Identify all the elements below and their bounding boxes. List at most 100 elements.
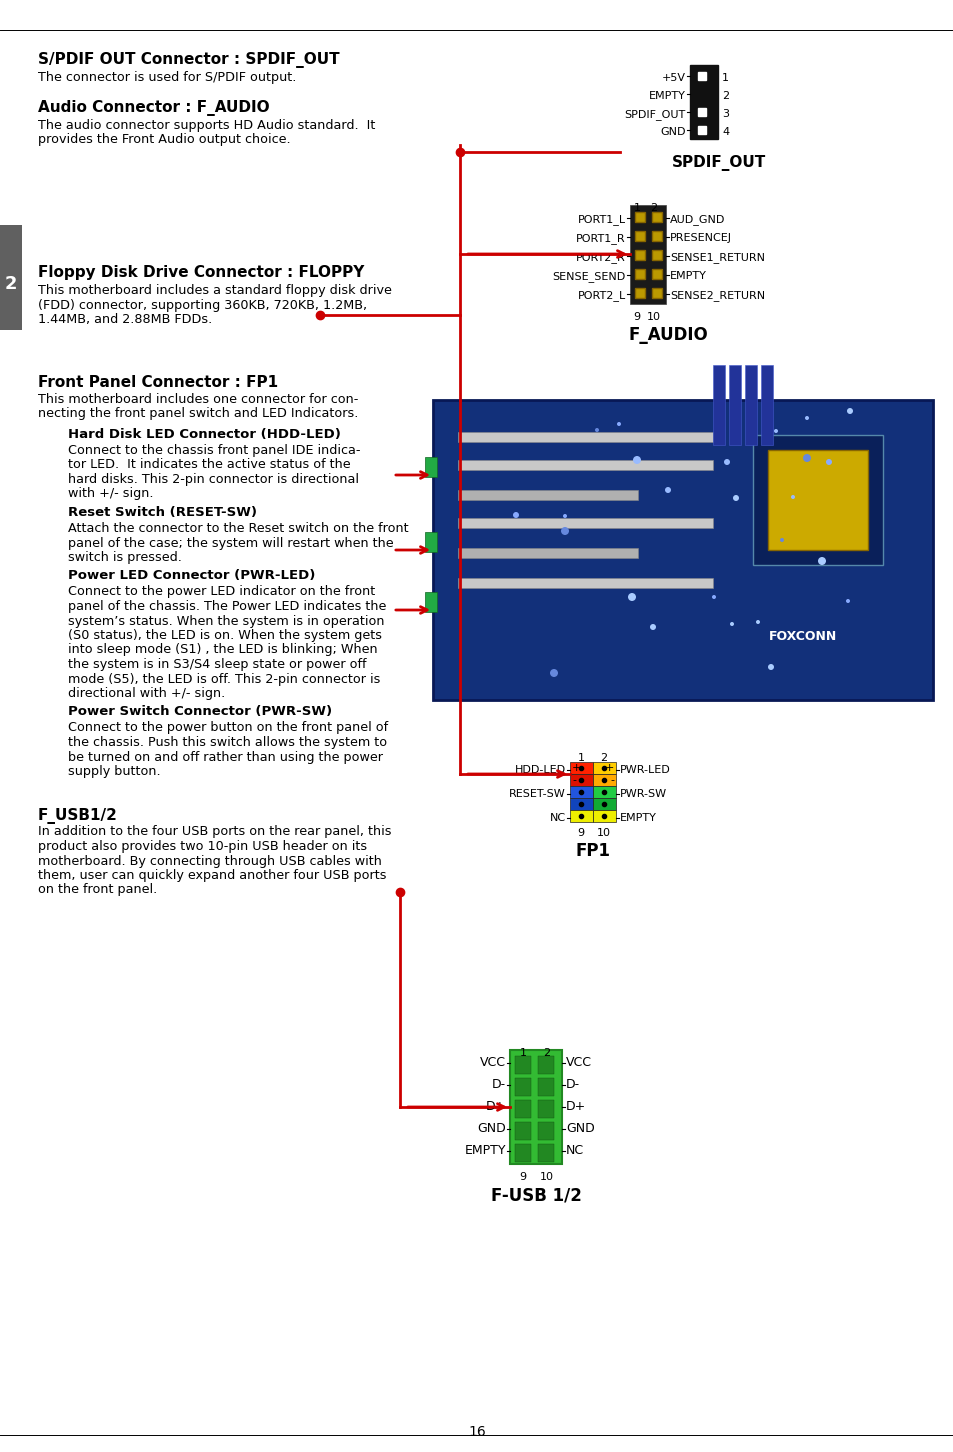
Text: Audio Connector : F_AUDIO: Audio Connector : F_AUDIO: [38, 100, 270, 116]
Text: 2: 2: [650, 203, 657, 213]
Text: The connector is used for S/PDIF output.: The connector is used for S/PDIF output.: [38, 71, 296, 84]
Text: Connect to the power LED indicator on the front: Connect to the power LED indicator on th…: [68, 585, 375, 598]
Text: 2: 2: [543, 1048, 550, 1059]
Text: on the front panel.: on the front panel.: [38, 883, 157, 896]
Bar: [651, 212, 661, 222]
Bar: [537, 1144, 554, 1162]
Bar: [424, 457, 436, 478]
Text: 1: 1: [633, 203, 639, 213]
Text: 1: 1: [577, 754, 584, 762]
Text: Floppy Disk Drive Connector : FLOPPY: Floppy Disk Drive Connector : FLOPPY: [38, 266, 364, 280]
Text: SENSE_SEND: SENSE_SEND: [552, 272, 625, 282]
Bar: [457, 460, 712, 470]
Circle shape: [802, 454, 810, 462]
Text: 10: 10: [646, 312, 660, 322]
Circle shape: [804, 417, 808, 420]
Text: panel of the case; the system will restart when the: panel of the case; the system will resta…: [68, 536, 394, 549]
Circle shape: [755, 620, 760, 624]
Bar: [515, 1056, 531, 1074]
Text: FOXCONN: FOXCONN: [768, 630, 836, 643]
Bar: [569, 762, 593, 774]
Text: Hard Disk LED Connector (HDD-LED): Hard Disk LED Connector (HDD-LED): [68, 428, 340, 441]
Bar: [629, 205, 665, 303]
Text: 9: 9: [518, 1172, 526, 1182]
Text: EMPTY: EMPTY: [648, 91, 685, 102]
Bar: [515, 1122, 531, 1140]
Text: 2: 2: [721, 91, 728, 102]
Text: GND: GND: [659, 126, 685, 136]
Bar: [635, 231, 644, 241]
Text: HDD-LED: HDD-LED: [515, 765, 565, 775]
Text: into sleep mode (S1) , the LED is blinking; When: into sleep mode (S1) , the LED is blinki…: [68, 643, 377, 656]
Bar: [593, 810, 616, 822]
Text: 9: 9: [633, 312, 639, 322]
Circle shape: [723, 459, 729, 465]
Bar: [651, 287, 661, 298]
Text: PWR-SW: PWR-SW: [619, 788, 666, 799]
Text: directional with +/- sign.: directional with +/- sign.: [68, 687, 225, 700]
Text: -: -: [609, 775, 614, 786]
Text: 16: 16: [468, 1424, 485, 1439]
Text: (S0 status), the LED is on. When the system gets: (S0 status), the LED is on. When the sys…: [68, 629, 381, 642]
Text: This motherboard includes a standard floppy disk drive: This motherboard includes a standard flo…: [38, 285, 392, 298]
Text: PORT2_R: PORT2_R: [576, 253, 625, 263]
Text: (FDD) connector, supporting 360KB, 720KB, 1.2MB,: (FDD) connector, supporting 360KB, 720KB…: [38, 299, 367, 312]
Text: GND: GND: [565, 1122, 594, 1135]
Bar: [515, 1077, 531, 1096]
Circle shape: [513, 513, 518, 518]
Text: EMPTY: EMPTY: [669, 272, 706, 282]
Text: In addition to the four USB ports on the rear panel, this: In addition to the four USB ports on the…: [38, 826, 391, 838]
Bar: [457, 433, 712, 441]
Text: Power LED Connector (PWR-LED): Power LED Connector (PWR-LED): [68, 569, 315, 582]
Text: SENSE1_RETURN: SENSE1_RETURN: [669, 253, 764, 263]
Bar: [752, 436, 882, 565]
Text: The audio connector supports HD Audio standard.  It: The audio connector supports HD Audio st…: [38, 119, 375, 132]
Text: F_AUDIO: F_AUDIO: [627, 327, 707, 344]
Text: Power Switch Connector (PWR-SW): Power Switch Connector (PWR-SW): [68, 706, 332, 719]
Bar: [569, 810, 593, 822]
Bar: [635, 269, 644, 279]
Circle shape: [790, 495, 794, 499]
Text: F-USB 1/2: F-USB 1/2: [490, 1186, 580, 1204]
Text: the chassis. Push this switch allows the system to: the chassis. Push this switch allows the…: [68, 736, 387, 749]
Circle shape: [627, 592, 636, 601]
Circle shape: [845, 600, 849, 603]
Bar: [728, 364, 740, 444]
Text: the system is in S3/S4 sleep state or power off: the system is in S3/S4 sleep state or po…: [68, 658, 366, 671]
Text: supply button.: supply button.: [68, 765, 160, 778]
Text: mode (S5), the LED is off. This 2-pin connector is: mode (S5), the LED is off. This 2-pin co…: [68, 672, 380, 685]
Circle shape: [617, 423, 620, 425]
Text: This motherboard includes one connector for con-: This motherboard includes one connector …: [38, 393, 358, 407]
Circle shape: [595, 428, 598, 433]
Text: 4: 4: [721, 126, 728, 136]
Text: 10: 10: [597, 828, 610, 838]
Text: GND: GND: [476, 1122, 505, 1135]
Bar: [712, 364, 724, 444]
Text: Connect to the power button on the front panel of: Connect to the power button on the front…: [68, 722, 388, 735]
Bar: [635, 287, 644, 298]
Circle shape: [825, 459, 831, 465]
Bar: [593, 786, 616, 799]
Bar: [593, 799, 616, 810]
Bar: [510, 1050, 561, 1165]
Text: PRESENCEJ: PRESENCEJ: [669, 232, 731, 242]
Bar: [635, 212, 644, 222]
Text: D-: D-: [565, 1079, 579, 1092]
Text: SPDIF_OUT: SPDIF_OUT: [624, 109, 685, 121]
Circle shape: [780, 539, 783, 542]
Text: system’s status. When the system is in operation: system’s status. When the system is in o…: [68, 614, 384, 627]
Bar: [651, 250, 661, 260]
Circle shape: [732, 495, 739, 501]
Text: EMPTY: EMPTY: [464, 1144, 505, 1157]
Text: NC: NC: [549, 813, 565, 823]
Text: Reset Switch (RESET-SW): Reset Switch (RESET-SW): [68, 505, 256, 518]
Bar: [689, 65, 718, 139]
Text: 1: 1: [721, 73, 728, 83]
Bar: [698, 126, 705, 134]
Circle shape: [649, 624, 656, 630]
Text: +: +: [572, 762, 580, 772]
Text: tor LED.  It indicates the active status of the: tor LED. It indicates the active status …: [68, 459, 351, 472]
Text: 10: 10: [539, 1172, 554, 1182]
Text: SPDIF_OUT: SPDIF_OUT: [671, 155, 765, 171]
Circle shape: [711, 595, 716, 600]
